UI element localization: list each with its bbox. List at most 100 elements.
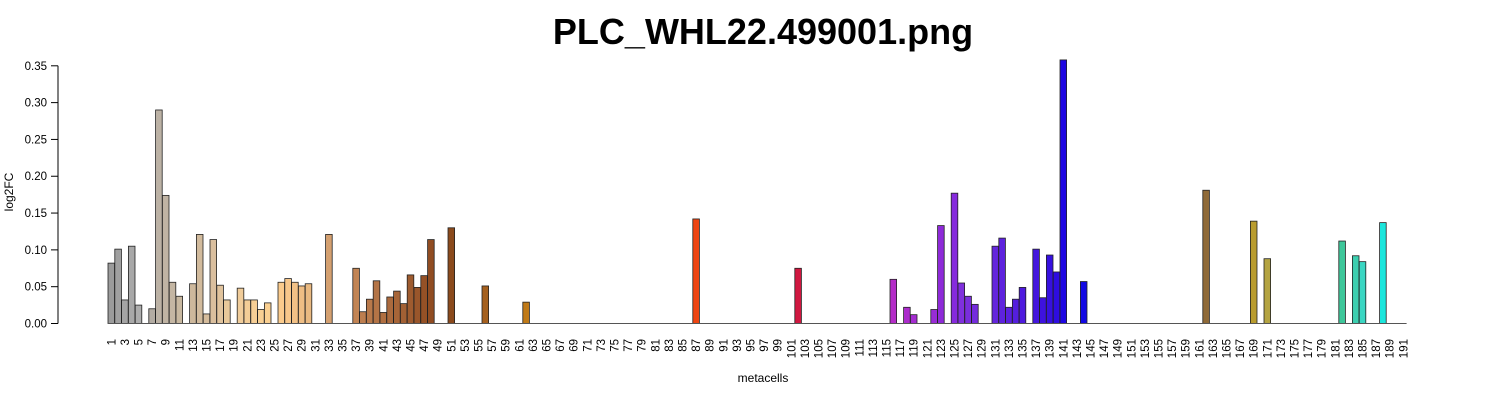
bar-118 [903,306,911,324]
bar-33 [325,234,333,324]
bar-116 [889,278,897,324]
bar-47 [420,275,428,324]
bar-24 [263,302,272,324]
x-tick-label: 59 [501,339,513,352]
x-tick-label: 165 [1222,339,1234,358]
bar-56 [481,285,489,324]
bar-7 [148,308,156,324]
x-tick-label: 73 [596,339,608,352]
x-tick-label: 109 [841,339,853,358]
bar-137 [1032,248,1040,324]
bar-30 [304,283,313,324]
x-tick-label: 181 [1330,339,1342,358]
x-tick-label: 141 [1058,339,1070,358]
x-tick-label: 17 [215,339,227,352]
x-tick-label: 1 [106,339,118,345]
bar-15 [202,313,211,324]
x-tick-label: 101 [786,339,798,358]
x-tick-label: 89 [705,339,717,352]
x-tick-label: 55 [474,339,486,352]
bar-162 [1202,189,1210,324]
x-tick-label: 25 [270,339,282,352]
bar-126 [957,282,965,324]
x-tick-label: 9 [161,339,173,345]
x-tick-label: 183 [1344,339,1356,358]
x-tick-label: 117 [895,339,907,357]
x-tick-label: 49 [433,339,445,352]
x-tick-label: 63 [528,339,540,352]
x-tick-label: 119 [909,339,921,357]
x-tick-label: 23 [256,339,268,352]
bar-37 [352,267,360,324]
x-tick-label: 169 [1249,339,1261,358]
x-tick-label: 139 [1045,339,1057,358]
x-tick-label: 167 [1235,339,1247,358]
y-axis-label: log2FC [2,172,16,211]
x-tick-label: 85 [678,339,690,352]
bar-38 [359,311,367,324]
bar-141 [1059,59,1067,324]
x-tick-label: 47 [419,339,431,352]
x-tick-label: 163 [1208,339,1220,358]
bar-182 [1338,240,1346,324]
x-tick-label: 29 [297,339,309,352]
bar-119 [910,314,918,324]
x-tick-label: 65 [542,339,554,352]
x-tick-label: 93 [732,339,744,352]
bar-23 [257,309,265,324]
x-tick-label: 175 [1290,339,1302,358]
y-tick-label: 0.15 [25,208,47,220]
bar-14 [195,234,204,324]
bar-139 [1046,254,1054,324]
x-tick-label: 79 [637,339,649,352]
x-tick-label: 3 [120,339,132,345]
bar-20 [236,287,245,324]
bar-125 [950,192,959,324]
bar-46 [413,287,421,324]
y-tick-label: 0.35 [25,61,47,73]
y-tick-label: 0.25 [25,134,47,146]
x-tick-label: 173 [1276,339,1288,358]
x-tick-label: 157 [1167,339,1179,358]
x-tick-label: 39 [365,339,377,352]
x-tick-label: 91 [718,339,730,352]
bar-29 [297,285,306,324]
x-tick-label: 81 [650,339,662,352]
x-tick-label: 127 [963,339,975,358]
bar-127 [964,295,972,324]
bar-48 [427,239,435,324]
bar-26 [277,281,285,324]
x-tick-label: 155 [1154,339,1166,358]
x-tick-label: 191 [1398,339,1410,358]
x-tick-label: 41 [378,339,390,352]
x-tick-label: 177 [1303,339,1315,358]
y-tick-label: 0.05 [25,282,47,294]
y-axis: 0.00 0.05 0.10 0.15 0.20 0.25 0.30 0.35 [25,61,59,331]
y-tick-label: 0.10 [25,245,47,257]
bar-1 [107,262,115,324]
bar-5 [134,304,143,324]
x-tick-label: 185 [1358,339,1370,358]
bar-188 [1379,222,1387,324]
y-tick-label: 0.30 [25,98,47,110]
x-tick-label: 137 [1031,339,1043,358]
bar-184 [1352,255,1360,324]
x-tick-label: 83 [664,339,676,352]
bar-134 [1012,298,1020,324]
x-tick-label: 13 [188,339,200,352]
x-tick-label: 11 [174,339,186,351]
x-tick-label: 159 [1181,339,1193,358]
bars-group [107,59,1387,324]
bar-16 [209,239,217,324]
bar-144 [1080,281,1088,324]
x-tick-label: 57 [487,339,499,352]
bar-21 [243,299,251,324]
x-tick-label: 105 [814,339,826,358]
bar-41 [379,312,387,324]
x-tick-label: 95 [746,339,758,352]
bar-44 [399,303,408,324]
bar-22 [250,299,258,324]
x-tick-label: 145 [1086,339,1098,358]
bar-3 [121,299,129,324]
bar-102 [794,267,802,324]
